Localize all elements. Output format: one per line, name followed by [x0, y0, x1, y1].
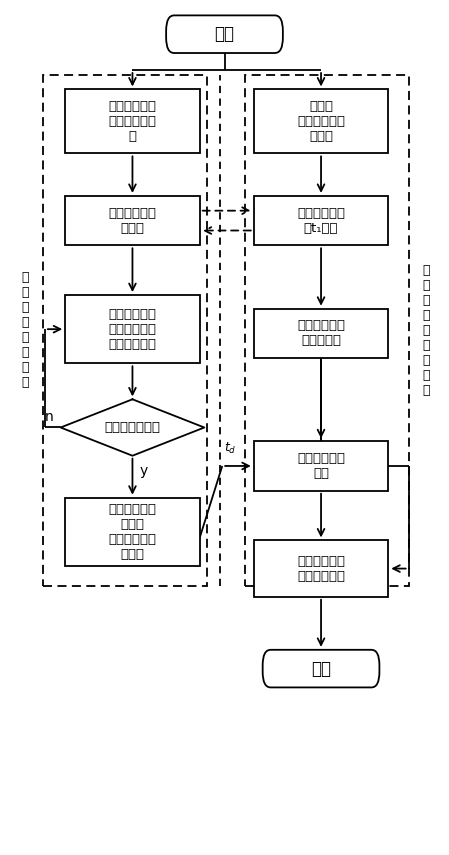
Bar	[254, 89, 388, 154]
Bar	[254, 540, 388, 597]
Text: 制
动
信
号
敏
感
电
路: 制 动 信 号 敏 感 电 路	[21, 271, 28, 390]
Bar	[43, 75, 207, 586]
Bar	[65, 295, 200, 363]
Text: 检测到电流突变: 检测到电流突变	[105, 421, 160, 434]
Text: 制动瞬时载荷
位置动态定位: 制动瞬时载荷 位置动态定位	[297, 555, 345, 582]
Bar	[65, 89, 200, 154]
Bar	[254, 309, 388, 358]
Text: $t_d$: $t_d$	[224, 440, 237, 456]
Text: 通讯与软件延
时t₁计算: 通讯与软件延 时t₁计算	[297, 207, 345, 234]
Polygon shape	[61, 399, 204, 456]
Text: 开始: 开始	[215, 25, 234, 44]
Text: 启动超声波实
时测距模块: 启动超声波实 时测距模块	[297, 320, 345, 347]
Text: 初始化
制动下滑量检
测装置: 初始化 制动下滑量检 测装置	[297, 100, 345, 143]
Text: 结束: 结束	[311, 659, 331, 678]
FancyBboxPatch shape	[166, 15, 283, 53]
Text: 通过电流互感
器检测制动控
制电力线电流: 通过电流互感 器检测制动控 制电力线电流	[109, 308, 156, 351]
Text: y: y	[140, 464, 148, 478]
Bar	[65, 196, 200, 245]
Bar	[254, 441, 388, 491]
Text: 发送制动起始
信息给
制动下滑量检
测装置: 发送制动起始 信息给 制动下滑量检 测装置	[109, 503, 156, 561]
Bar	[254, 196, 388, 245]
Bar	[245, 75, 409, 586]
Text: 制动瞬时时延
补偿: 制动瞬时时延 补偿	[297, 452, 345, 480]
Text: 制
动
下
滑
量
检
测
装
置: 制 动 下 滑 量 检 测 装 置	[423, 264, 430, 397]
FancyBboxPatch shape	[263, 650, 379, 687]
Bar	[65, 498, 200, 566]
Text: 通讯与软件处
理延时: 通讯与软件处 理延时	[109, 207, 156, 234]
Text: n: n	[45, 410, 54, 424]
Text: 初始化制动信
号敏感电路装
置: 初始化制动信 号敏感电路装 置	[109, 100, 156, 143]
